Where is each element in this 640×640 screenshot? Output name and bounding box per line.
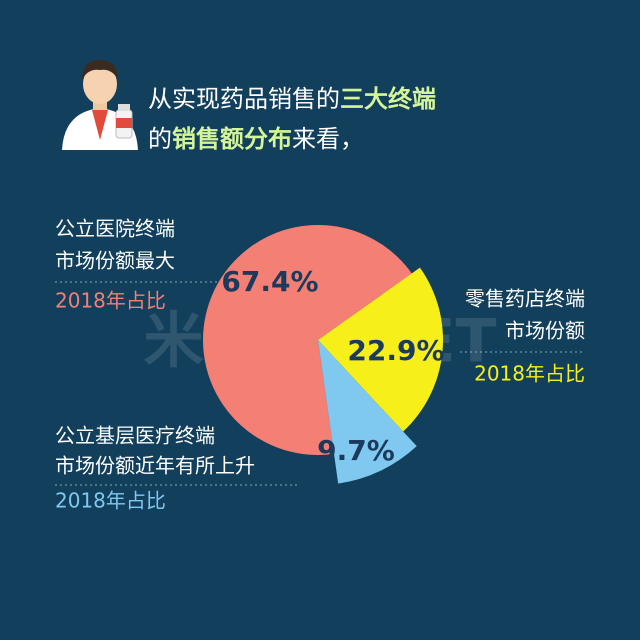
- header-segment: 的: [148, 125, 172, 153]
- header-segment: 销售额分布: [172, 125, 292, 153]
- note-label: 2018年占比: [55, 289, 166, 313]
- note-label: 2018年占比: [55, 489, 166, 513]
- value-label: 9.7%: [317, 434, 395, 467]
- pie-slice: [203, 224, 412, 456]
- category-label: 市场份额近年有所上升: [55, 454, 255, 478]
- value-label: 22.9%: [347, 334, 444, 367]
- category-label: 市场份额: [505, 319, 585, 343]
- category-label: 零售药店终端: [465, 287, 585, 311]
- header-segment: 从实现药品销售的: [148, 85, 340, 113]
- pie-slice: [318, 340, 417, 484]
- category-label: 公立基层医疗终端: [55, 424, 215, 448]
- category-label: 公立医院终端: [55, 217, 175, 241]
- header-line-1: 从实现药品销售的三大终端: [148, 85, 436, 113]
- header-segment: 来看，: [292, 125, 364, 153]
- note-label: 2018年占比: [474, 362, 585, 386]
- pie-slice: [318, 267, 443, 432]
- value-label: 67.4%: [221, 265, 318, 298]
- category-label: 市场份额最大: [55, 249, 175, 273]
- header-segment: 三大终端: [340, 85, 436, 113]
- pie: [203, 224, 443, 484]
- doctor-icon: [62, 60, 138, 150]
- header-line-2: 的销售额分布来看，: [148, 125, 364, 153]
